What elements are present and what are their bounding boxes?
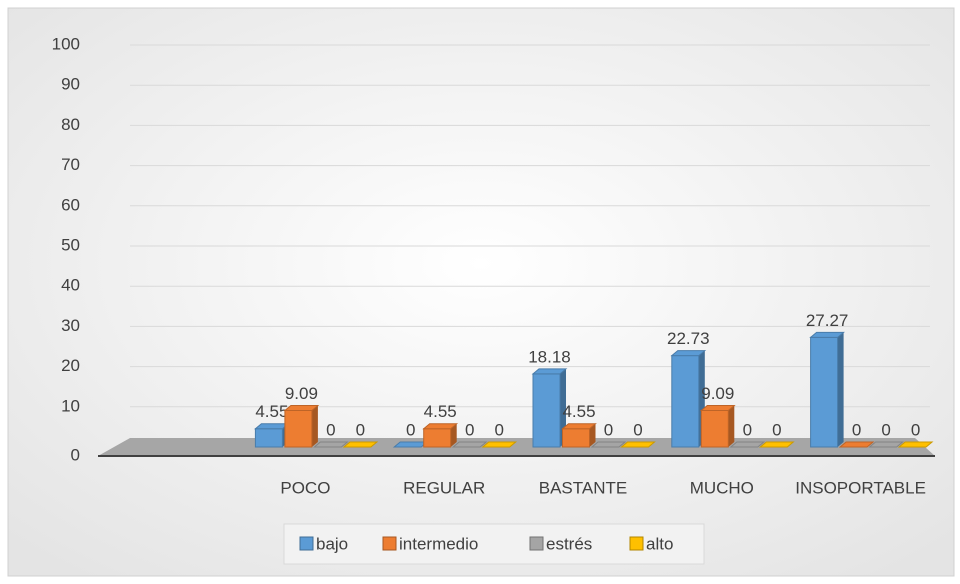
bar [700,409,729,448]
legend-label: intermedio [399,534,478,553]
y-tick-label: 40 [61,276,80,295]
bar-top [809,331,845,338]
data-label: 0 [881,420,890,439]
legend-swatch [382,536,397,551]
data-label: 18.18 [528,347,571,366]
x-tick-label: INSOPORTABLE [795,478,926,497]
bar-top [481,441,518,448]
data-label: 0 [911,420,920,439]
bar [532,373,561,448]
data-label: 22.73 [667,329,710,348]
bar [423,428,452,448]
data-label: 0 [406,420,415,439]
bar-top [422,423,459,430]
bar-top [868,441,904,448]
bar-top [590,441,627,448]
x-tick-label: MUCHO [690,478,754,497]
legend-swatch [529,536,544,551]
x-tick-label: REGULAR [403,478,485,497]
bar-top [392,441,429,448]
bar-top [699,404,736,411]
x-tick-label: POCO [280,478,330,497]
bar-side [837,332,844,447]
bar-top [254,423,290,430]
y-tick-label: 100 [52,34,80,53]
legend-label: estrés [546,534,592,553]
data-label: 4.55 [424,402,457,421]
bar-top [670,350,707,357]
legend-label: alto [646,534,673,553]
y-tick-label: 30 [61,316,80,335]
bar-top [451,441,488,448]
bar [810,336,839,448]
data-label: 0 [494,420,503,439]
legend-label: bajo [316,534,348,553]
bar-top [561,423,597,430]
bar-top [758,441,795,448]
legend-swatch [629,536,644,551]
data-label: 0 [326,420,335,439]
bar-side [311,405,318,447]
y-tick-label: 50 [61,235,80,254]
y-tick-label: 60 [61,195,80,214]
data-label: 4.55 [562,402,595,421]
data-label: 9.09 [285,384,318,403]
bar-side [589,423,596,447]
bar-top [342,441,379,448]
bar-top [729,441,766,448]
chart-background [7,7,955,577]
bar-top [838,441,875,448]
bar [562,428,590,448]
y-tick-label: 70 [61,155,80,174]
bar-top [313,441,349,448]
y-tick-label: 10 [61,396,80,415]
data-label: 0 [633,420,642,439]
data-label: 4.55 [255,402,288,421]
floor [98,438,935,456]
data-label: 0 [852,420,861,439]
data-label: 0 [604,420,613,439]
y-tick-label: 90 [61,75,80,94]
bar [671,355,700,448]
data-label: 0 [772,420,781,439]
data-label: 0 [743,420,752,439]
legend-swatch [299,536,314,551]
data-label: 27.27 [806,311,849,330]
data-label: 0 [465,420,474,439]
y-tick-label: 0 [71,445,80,464]
bar-top [531,368,568,375]
data-label: 9.09 [701,384,734,403]
y-tick-label: 80 [61,115,80,134]
bar-side [728,405,735,447]
bar-top [283,404,320,411]
bar-top [897,441,934,448]
data-label: 0 [356,420,365,439]
bar [284,409,313,448]
y-tick-label: 20 [61,356,80,375]
bar-top [620,441,656,448]
bar [254,428,283,448]
x-tick-label: BASTANTE [539,478,627,497]
bar-side [450,423,457,447]
